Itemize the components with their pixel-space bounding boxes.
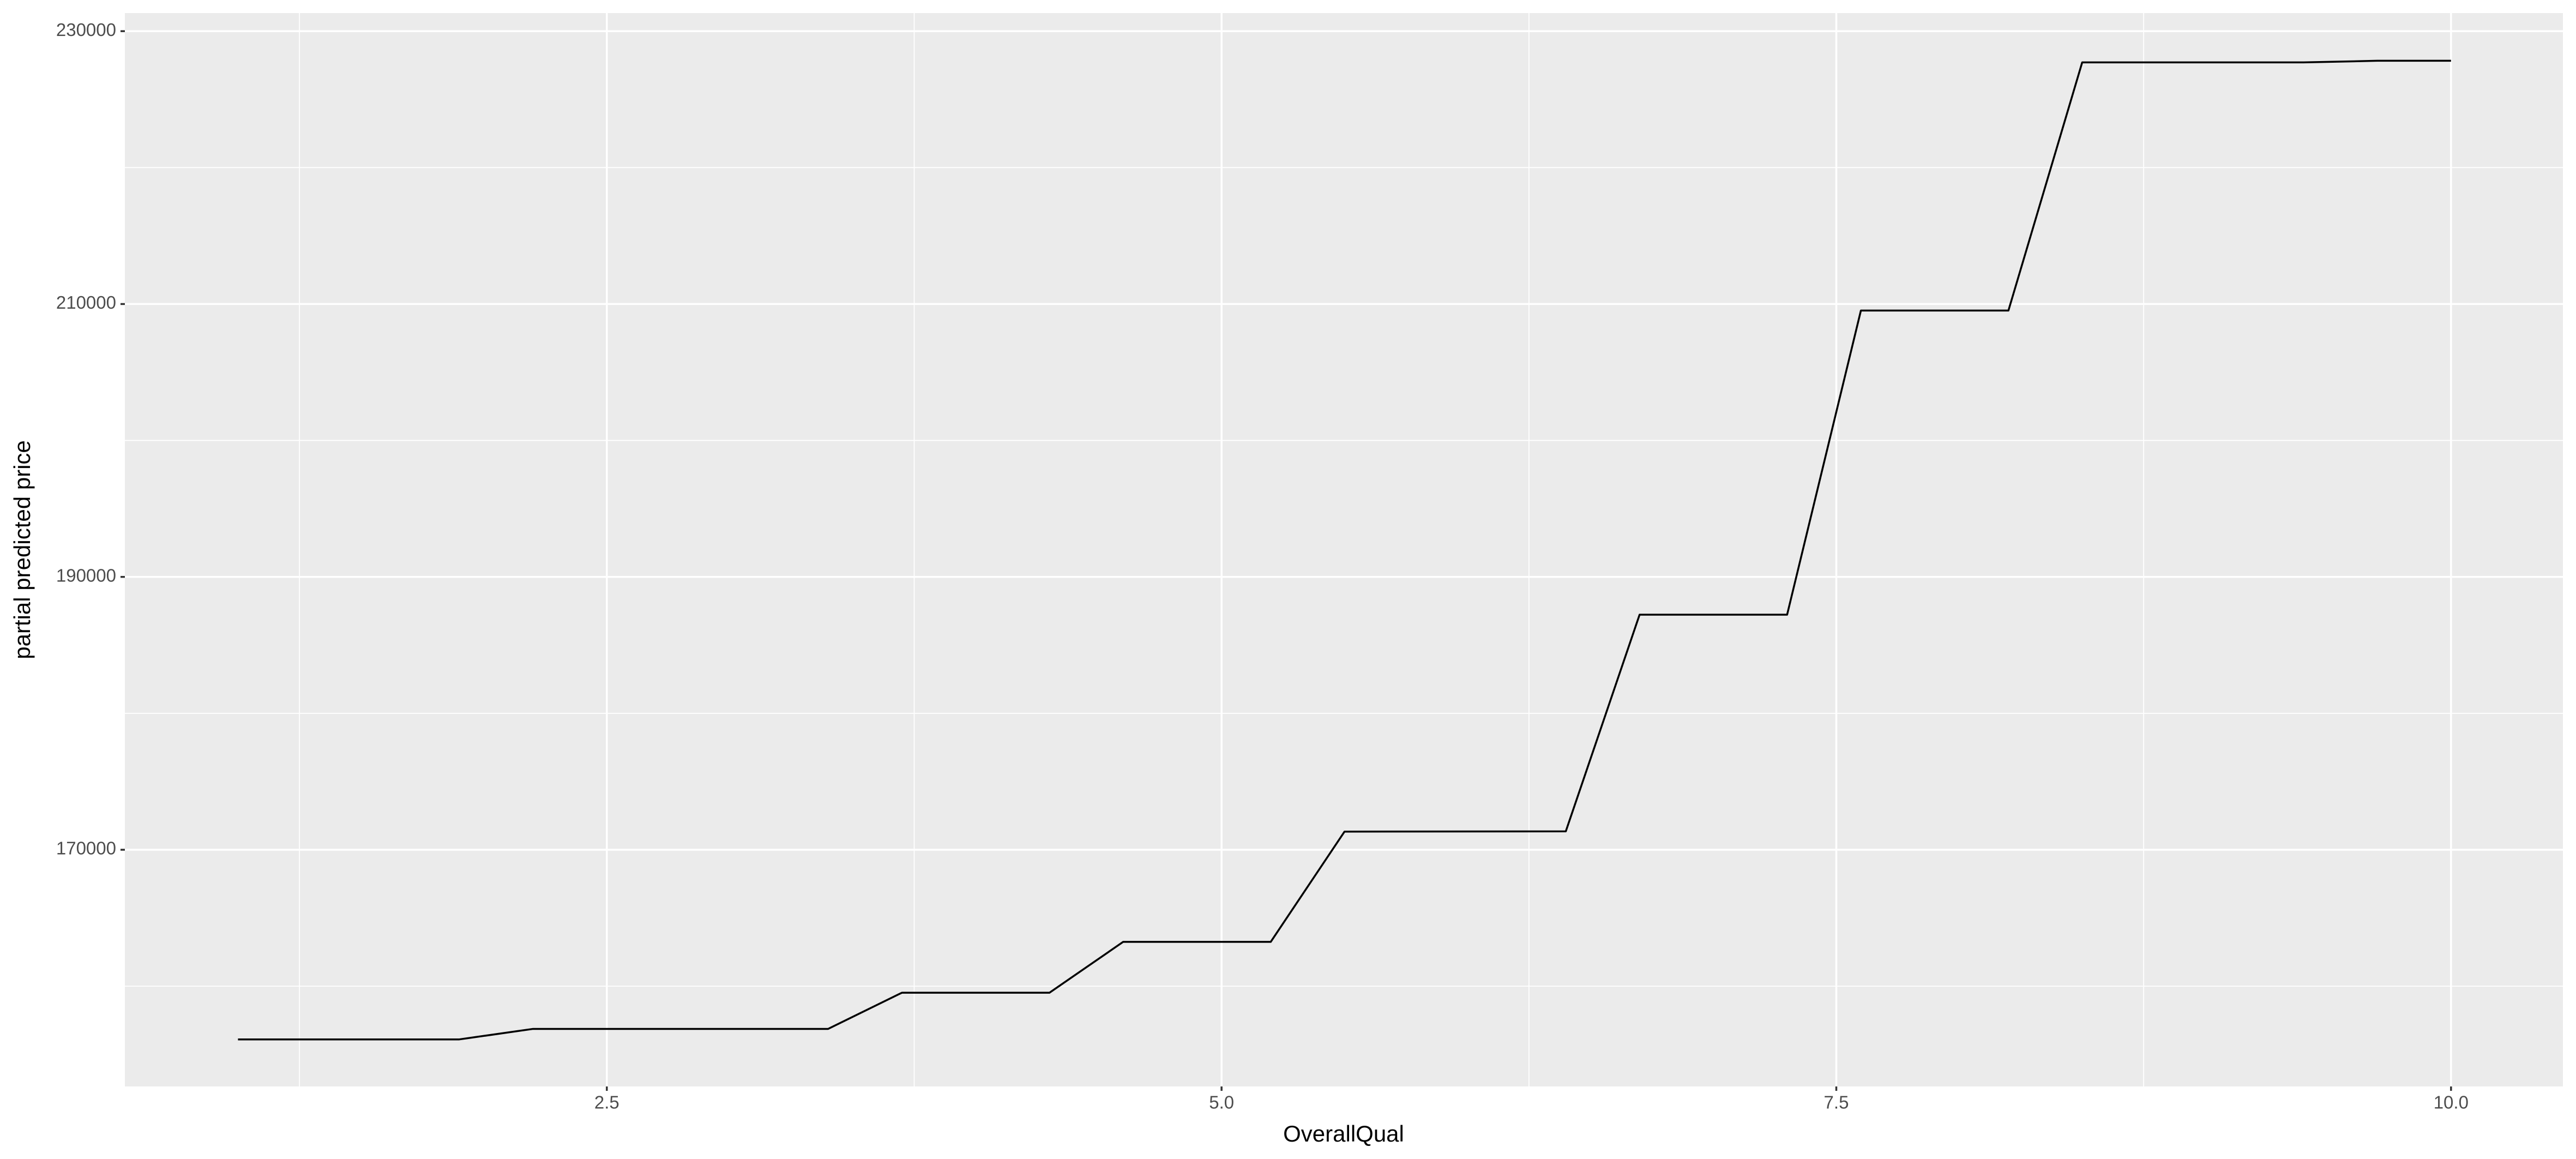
x-axis-title: OverallQual bbox=[1283, 1121, 1404, 1146]
y-axis-title: partial predicted price bbox=[9, 440, 35, 659]
x-tick-label: 10.0 bbox=[2434, 1092, 2469, 1113]
x-tick-label: 2.5 bbox=[594, 1092, 619, 1113]
grid bbox=[125, 13, 2563, 1086]
panel bbox=[125, 13, 2563, 1086]
y-tick-label: 190000 bbox=[56, 565, 116, 585]
line bbox=[238, 59, 2451, 1041]
y-tick-label: 170000 bbox=[56, 838, 116, 858]
plot bbox=[238, 59, 2451, 1041]
x-tick-label: 7.5 bbox=[1824, 1092, 1849, 1113]
y-tick-label: 230000 bbox=[56, 20, 116, 40]
y-tick-label: 210000 bbox=[56, 292, 116, 313]
x-tick-label: 5.0 bbox=[1209, 1092, 1234, 1113]
